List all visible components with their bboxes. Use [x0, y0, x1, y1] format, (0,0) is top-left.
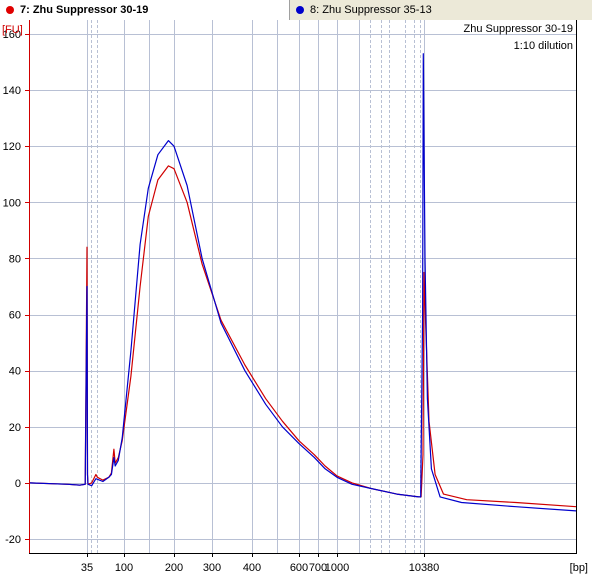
y-tick-label-6: 100 — [3, 197, 21, 209]
y-tick-label-5: 80 — [9, 253, 21, 265]
series-layer — [29, 53, 577, 512]
tab-sample-7-label: 7: Zhu Suppressor 30-19 — [20, 4, 149, 16]
x-tick-label-6: 700 — [309, 562, 327, 574]
y-tick-label-0: -20 — [5, 534, 21, 546]
tab-sample-8-label: 8: Zhu Suppressor 35-13 — [310, 4, 432, 16]
series-line-sample-8 — [29, 53, 577, 512]
tab-sample-8[interactable]: 8: Zhu Suppressor 35-13 — [290, 0, 592, 20]
electropherogram-chart: -20 0 20 40 60 80 100 120 140 160 35 100 200 300 400 6… — [2, 20, 588, 574]
grid — [30, 20, 576, 553]
sample-tab-bar: 7: Zhu Suppressor 30-19 8: Zhu Suppresso… — [0, 0, 592, 20]
x-tick-label-4: 400 — [243, 562, 261, 574]
x-tick-label-5: 600 — [290, 562, 308, 574]
y-tick-label-9: 160 — [3, 29, 21, 41]
y-axis-unit-label: [FU] — [2, 24, 23, 36]
axes — [29, 20, 577, 554]
x-tick-label-0: 35 — [81, 562, 93, 574]
x-tick-label-2: 200 — [165, 562, 183, 574]
y-tick-labels: -20 0 20 40 60 80 100 120 140 160 — [3, 29, 30, 546]
sample-7-color-dot-icon — [6, 6, 14, 14]
y-tick-label-1: 0 — [15, 478, 21, 490]
sample-8-color-dot-icon — [296, 6, 304, 14]
tab-sample-7[interactable]: 7: Zhu Suppressor 30-19 — [0, 0, 290, 20]
x-tick-label-1: 100 — [115, 562, 133, 574]
y-tick-label-8: 140 — [3, 85, 21, 97]
y-tick-label-4: 60 — [9, 310, 21, 322]
x-tick-label-3: 300 — [203, 562, 221, 574]
annotation-sample-name: Zhu Suppressor 30-19 — [464, 23, 573, 35]
annotation-dilution: 1:10 dilution — [514, 40, 573, 52]
x-tick-label-7: 1000 — [325, 562, 349, 574]
y-tick-label-2: 20 — [9, 422, 21, 434]
series-line-sample-7 — [29, 165, 577, 508]
y-tick-label-3: 40 — [9, 366, 21, 378]
y-tick-label-7: 120 — [3, 141, 21, 153]
x-tick-label-8: 10380 — [409, 562, 440, 574]
x-axis-unit-label: [bp] — [570, 562, 588, 574]
